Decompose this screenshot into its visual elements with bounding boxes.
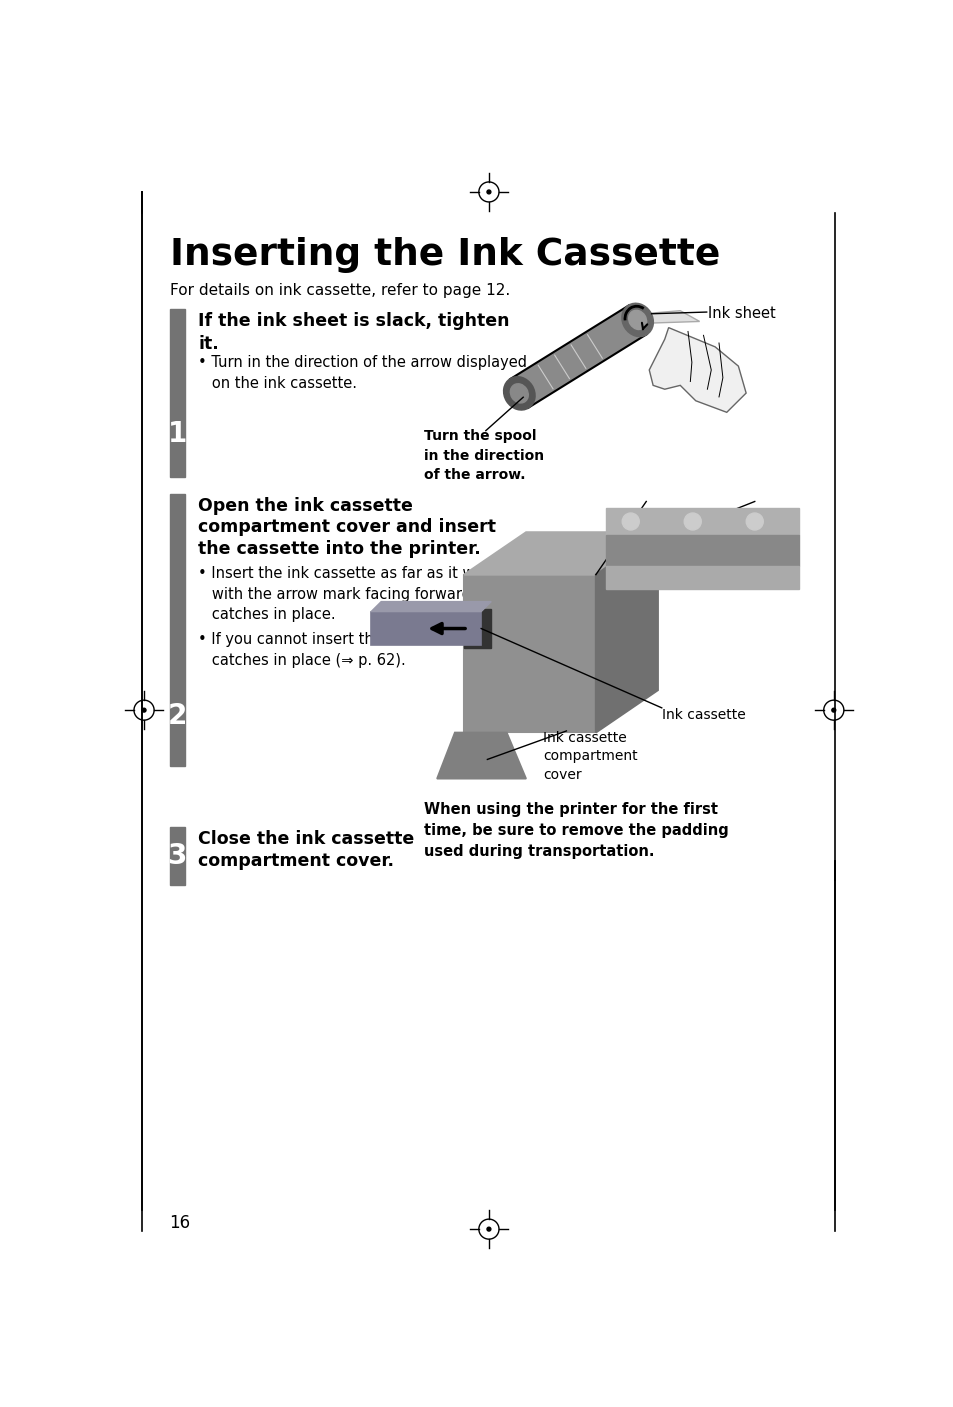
Text: If the ink sheet is slack, tighten: If the ink sheet is slack, tighten: [198, 312, 509, 331]
Polygon shape: [371, 612, 480, 646]
Text: Turn the spool
in the direction
of the arrow.: Turn the spool in the direction of the a…: [423, 429, 543, 483]
Text: When using the printer for the first
time, be sure to remove the padding
used du: When using the printer for the first tim…: [423, 802, 728, 858]
Text: • If you cannot insert the ink cassette until it
   catches in place (⇒ p. 62).: • If you cannot insert the ink cassette …: [198, 632, 528, 668]
Circle shape: [486, 190, 491, 194]
Text: 16: 16: [170, 1214, 191, 1233]
Ellipse shape: [745, 514, 762, 530]
Text: 1: 1: [168, 421, 187, 449]
Bar: [605, 566, 798, 590]
Bar: [599, 501, 804, 602]
Text: For details on ink cassette, refer to page 12.: For details on ink cassette, refer to pa…: [170, 283, 509, 298]
Polygon shape: [464, 532, 658, 574]
Text: it.: it.: [198, 335, 219, 353]
Bar: [170, 827, 185, 885]
Text: Ink cassette
compartment
cover: Ink cassette compartment cover: [542, 732, 638, 782]
Polygon shape: [464, 609, 491, 647]
Text: • Insert the ink cassette as far as it will go
   with the arrow mark facing for: • Insert the ink cassette as far as it w…: [198, 566, 522, 622]
Text: 2: 2: [168, 702, 187, 730]
Text: compartment cover.: compartment cover.: [198, 851, 394, 870]
Polygon shape: [464, 574, 596, 733]
Ellipse shape: [621, 514, 639, 530]
Polygon shape: [596, 532, 658, 733]
Ellipse shape: [628, 311, 646, 329]
Text: Open the ink cassette: Open the ink cassette: [198, 497, 413, 515]
Circle shape: [486, 1227, 491, 1231]
Circle shape: [831, 708, 835, 712]
Ellipse shape: [503, 377, 535, 409]
Bar: [605, 508, 798, 535]
Text: Inserting the Ink Cassette: Inserting the Ink Cassette: [170, 236, 720, 273]
Polygon shape: [643, 311, 699, 324]
Text: compartment cover and insert: compartment cover and insert: [198, 518, 496, 536]
Polygon shape: [436, 733, 525, 778]
Polygon shape: [510, 305, 646, 408]
Text: Ink cassette: Ink cassette: [661, 708, 744, 722]
Text: Ink sheet: Ink sheet: [707, 305, 775, 321]
Bar: [605, 535, 798, 566]
Bar: [170, 310, 185, 477]
Circle shape: [142, 708, 146, 712]
Bar: [170, 494, 185, 765]
Polygon shape: [371, 602, 491, 612]
Polygon shape: [649, 328, 745, 412]
Ellipse shape: [510, 384, 528, 402]
Text: • Turn in the direction of the arrow displayed
   on the ink cassette.: • Turn in the direction of the arrow dis…: [198, 355, 527, 391]
Text: 3: 3: [168, 841, 187, 870]
Ellipse shape: [621, 304, 653, 336]
Text: the cassette into the printer.: the cassette into the printer.: [198, 540, 480, 559]
Ellipse shape: [683, 514, 700, 530]
Text: Close the ink cassette: Close the ink cassette: [198, 830, 415, 848]
